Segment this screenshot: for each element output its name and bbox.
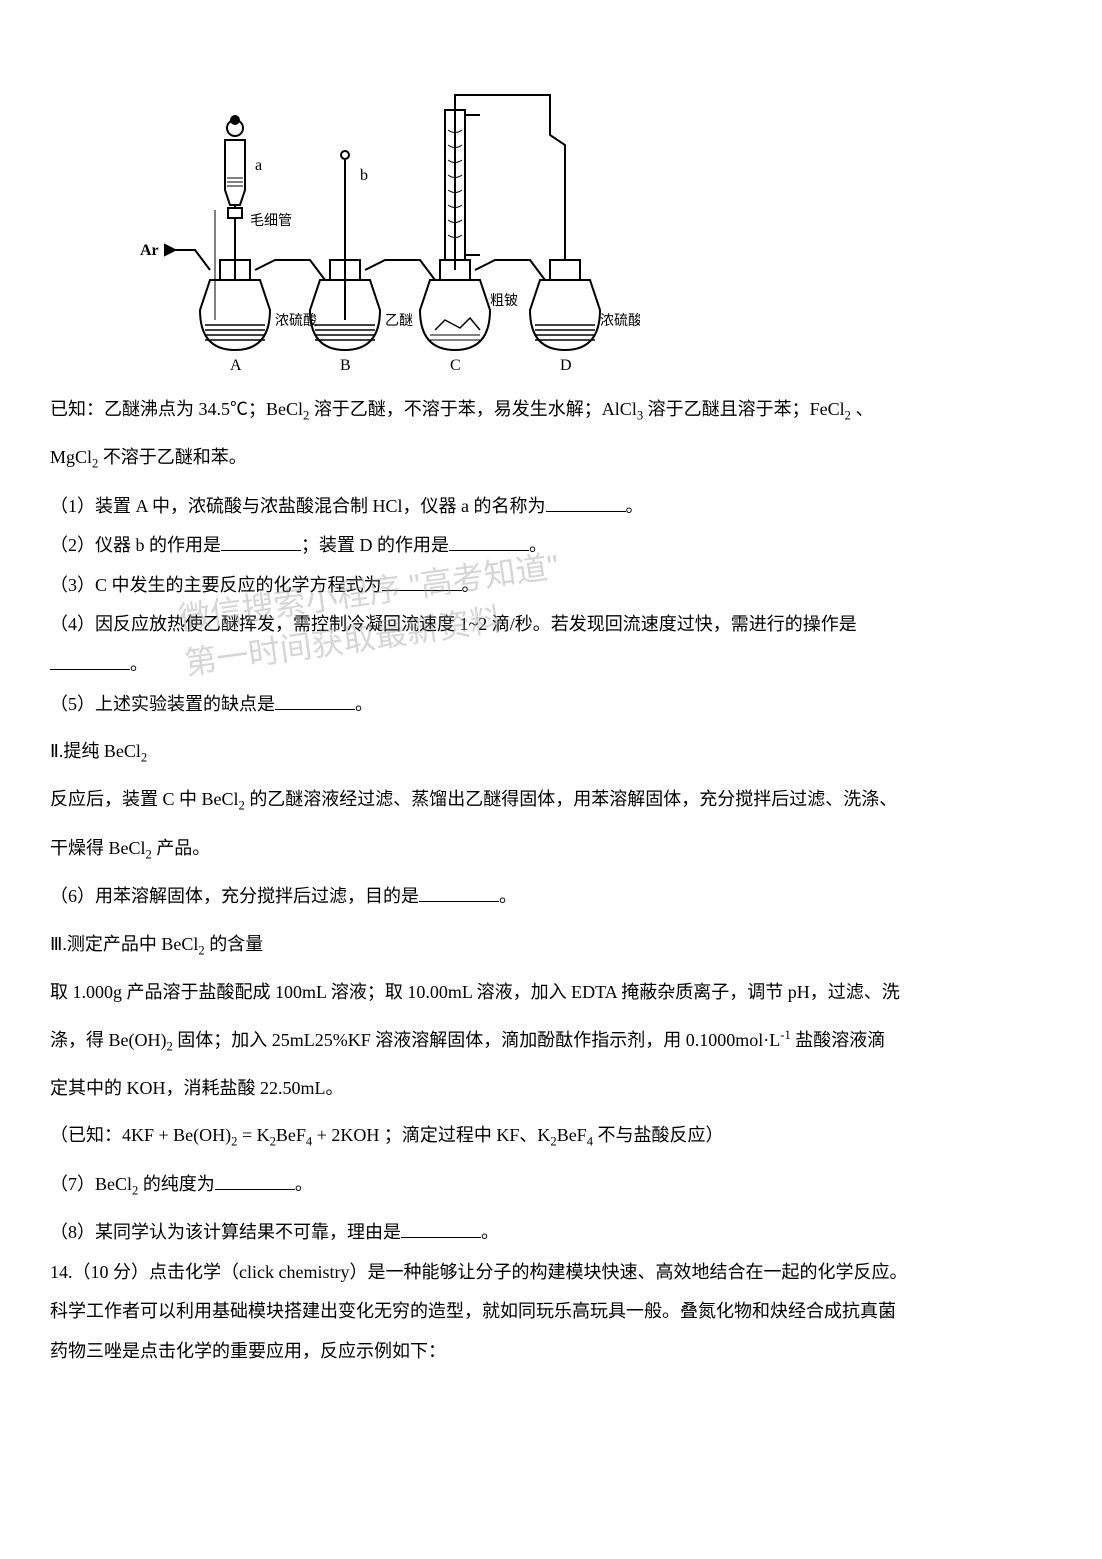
known-info-line2: MgCl2 不溶于乙醚和苯。 bbox=[50, 438, 1052, 478]
question-3: （3）C 中发生的主要反应的化学方程式为 。 bbox=[50, 566, 1052, 606]
question-4-blank: 。 bbox=[50, 645, 1052, 685]
t: 溶于乙醚，不溶于苯，易发生水解；AlCl bbox=[309, 399, 637, 419]
t: 的纯度为 bbox=[138, 1174, 215, 1194]
t: 溶于乙醚且溶于苯；FeCl bbox=[643, 399, 845, 419]
label-B: B bbox=[340, 357, 351, 370]
t: （已知：4KF + Be(OH) bbox=[50, 1125, 231, 1145]
question-7: （7）BeCl2 的纯度为。 bbox=[50, 1165, 1052, 1205]
t: 干燥得 BeCl bbox=[50, 838, 146, 858]
t: 。 bbox=[295, 1174, 313, 1194]
question-2: （2）仪器 b 的作用是 ；装置 D 的作用是 。 bbox=[50, 526, 1052, 566]
t: 涤，得 Be(OH) bbox=[50, 1030, 166, 1050]
label-sulfuric-2: 浓硫酸 bbox=[600, 313, 640, 329]
t: 。 bbox=[626, 496, 644, 516]
question-6: （6）用苯溶解固体，充分搅拌后过滤，目的是 。 bbox=[50, 877, 1052, 917]
t: = K bbox=[237, 1125, 269, 1145]
t: 。 bbox=[481, 1222, 499, 1242]
t: 反应后，装置 C 中 BeCl bbox=[50, 789, 239, 809]
label-ether: 乙醚 bbox=[385, 313, 413, 329]
t: + 2KOH ；滴定过程中 KF、K bbox=[312, 1125, 550, 1145]
question-5: （5）上述实验装置的缺点是 。 bbox=[50, 685, 1052, 725]
t: 盐酸溶液滴 bbox=[791, 1030, 886, 1050]
t: ；装置 D 的作用是 bbox=[301, 535, 449, 555]
label-sulfuric-1: 浓硫酸 bbox=[275, 313, 317, 329]
t: （3）C 中发生的主要反应的化学方程式为 bbox=[50, 575, 382, 595]
t: 的含量 bbox=[205, 934, 264, 954]
label-A: A bbox=[230, 357, 242, 370]
chemistry-apparatus-diagram: a b Ar 毛细管 浓硫酸 乙醚 粗铍 浓硫酸 A B C D bbox=[120, 60, 620, 360]
t: Ⅱ.提纯 BeCl bbox=[50, 741, 141, 761]
label-Ar: Ar bbox=[140, 242, 159, 259]
label-crude-be: 粗铍 bbox=[490, 293, 518, 309]
t: MgCl bbox=[50, 447, 92, 467]
known-info-line1: 已知：乙醚沸点为 34.5℃；BeCl2 溶于乙醚，不溶于苯，易发生水解；AlC… bbox=[50, 390, 1052, 430]
section-3-heading: Ⅲ.测定产品中 BeCl2 的含量 bbox=[50, 925, 1052, 965]
label-C: C bbox=[450, 357, 461, 370]
t: 产品。 bbox=[152, 838, 211, 858]
question-1: （1）装置 A 中，浓硫酸与浓盐酸混合制 HCl，仪器 a 的名称为 。 bbox=[50, 487, 1052, 527]
t: 的乙醚溶液经过滤、蒸馏出乙醚得固体，用苯溶解固体，充分搅拌后过滤、洗涤、 bbox=[245, 789, 898, 809]
question-8: （8）某同学认为该计算结果不可靠，理由是 。 bbox=[50, 1213, 1052, 1253]
section-3-p1: 取 1.000g 产品溶于盐酸配成 100mL 溶液；取 10.00mL 溶液，… bbox=[50, 973, 1052, 1013]
t: 定其中的 KOH，消耗盐酸 22.50mL。 bbox=[50, 1078, 344, 1098]
t: （8）某同学认为该计算结果不可靠，理由是 bbox=[50, 1222, 401, 1242]
t: （7）BeCl bbox=[50, 1174, 132, 1194]
label-a: a bbox=[255, 157, 262, 174]
t: 。 bbox=[462, 575, 480, 595]
question-14-line3: 药物三唑是点击化学的重要应用，反应示例如下： bbox=[50, 1332, 1052, 1372]
t: 已知：乙醚沸点为 34.5℃；BeCl bbox=[50, 399, 303, 419]
section-2-p1: 反应后，装置 C 中 BeCl2 的乙醚溶液经过滤、蒸馏出乙醚得固体，用苯溶解固… bbox=[50, 780, 1052, 820]
t: BeF bbox=[557, 1125, 587, 1145]
t: 。 bbox=[499, 886, 517, 906]
t: （1）装置 A 中，浓硫酸与浓盐酸混合制 HCl，仪器 a 的名称为 bbox=[50, 496, 546, 516]
t: BeF bbox=[276, 1125, 306, 1145]
t: Ⅲ.测定产品中 BeCl bbox=[50, 934, 198, 954]
section-3-p3: 定其中的 KOH，消耗盐酸 22.50mL。 bbox=[50, 1069, 1052, 1109]
section-2-heading: Ⅱ.提纯 BeCl2 bbox=[50, 732, 1052, 772]
section-3-p2: 涤，得 Be(OH)2 固体；加入 25mL25%KF 溶液溶解固体，滴加酚酞作… bbox=[50, 1021, 1052, 1061]
t: 药物三唑是点击化学的重要应用，反应示例如下： bbox=[50, 1341, 446, 1361]
apparatus-svg: a b Ar 毛细管 浓硫酸 乙醚 粗铍 浓硫酸 A B C D bbox=[120, 60, 640, 370]
t: （6）用苯溶解固体，充分搅拌后过滤，目的是 bbox=[50, 886, 419, 906]
t: 14.（10 分）点击化学（click chemistry）是一种能够让分子的构… bbox=[50, 1262, 907, 1282]
section-3-known: （已知：4KF + Be(OH)2 = K2BeF4 + 2KOH ；滴定过程中… bbox=[50, 1116, 1052, 1156]
t: （4）因反应放热使乙醚挥发，需控制冷凝回流速度 1~2 滴/秒。若发现回流速度过… bbox=[50, 614, 857, 634]
t: 固体；加入 25mL25%KF 溶液溶解固体，滴加酚酞作指示剂，用 0.1000… bbox=[173, 1030, 781, 1050]
question-14-line2: 科学工作者可以利用基础模块搭建出变化无穷的造型，就如同玩乐高玩具一般。叠氮化物和… bbox=[50, 1292, 1052, 1332]
label-D: D bbox=[560, 357, 572, 370]
t: 取 1.000g 产品溶于盐酸配成 100mL 溶液；取 10.00mL 溶液，… bbox=[50, 982, 900, 1002]
t: 不与盐酸反应） bbox=[593, 1125, 724, 1145]
t: 不溶于乙醚和苯。 bbox=[98, 447, 247, 467]
t: 。 bbox=[529, 535, 547, 555]
t: （2）仪器 b 的作用是 bbox=[50, 535, 221, 555]
section-2-p2: 干燥得 BeCl2 产品。 bbox=[50, 829, 1052, 869]
t: （5）上述实验装置的缺点是 bbox=[50, 694, 275, 714]
label-b: b bbox=[360, 167, 368, 184]
question-4: （4）因反应放热使乙醚挥发，需控制冷凝回流速度 1~2 滴/秒。若发现回流速度过… bbox=[50, 605, 1052, 645]
t: 。 bbox=[355, 694, 373, 714]
t: 科学工作者可以利用基础模块搭建出变化无穷的造型，就如同玩乐高玩具一般。叠氮化物和… bbox=[50, 1301, 896, 1321]
label-capillary: 毛细管 bbox=[250, 213, 292, 229]
t: 。 bbox=[130, 654, 148, 674]
question-14-line1: 14.（10 分）点击化学（click chemistry）是一种能够让分子的构… bbox=[50, 1253, 1052, 1293]
t: 、 bbox=[851, 399, 874, 419]
